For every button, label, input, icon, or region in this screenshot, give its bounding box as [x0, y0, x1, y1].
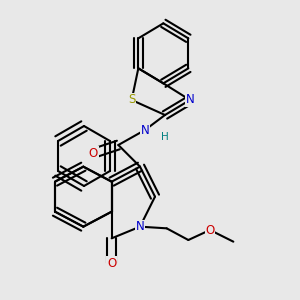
Text: O: O [206, 224, 214, 236]
Text: N: N [141, 124, 149, 136]
Text: N: N [136, 220, 144, 233]
Text: O: O [107, 257, 116, 270]
Text: O: O [89, 147, 98, 160]
Text: H: H [161, 132, 169, 142]
Text: N: N [186, 94, 194, 106]
Text: S: S [128, 94, 135, 106]
